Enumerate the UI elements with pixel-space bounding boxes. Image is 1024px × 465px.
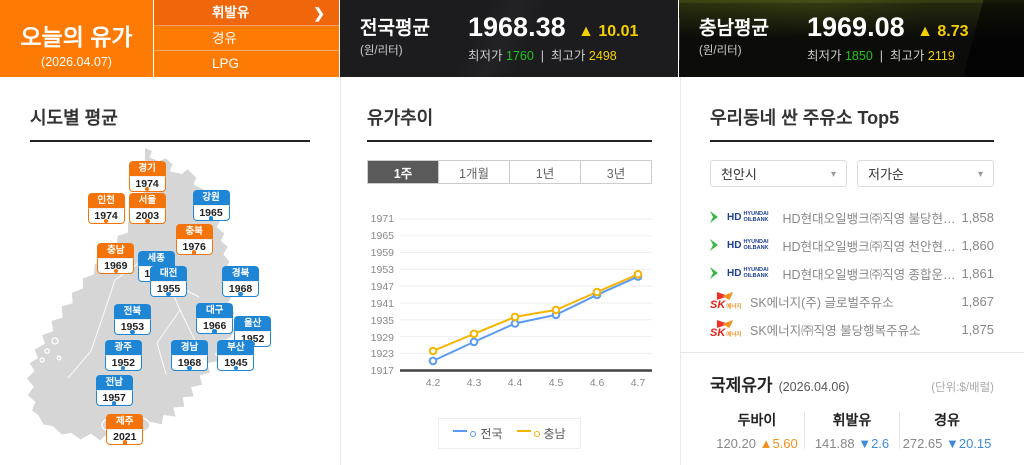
svg-text:1929: 1929 [371,332,395,344]
svg-text:1923: 1923 [371,348,395,360]
svg-text:4.6: 4.6 [590,377,605,389]
svg-text:1965: 1965 [371,230,395,242]
svg-text:1917: 1917 [371,365,395,377]
svg-text:1959: 1959 [371,247,395,259]
svg-text:4.7: 4.7 [631,377,646,389]
svg-text:4.5: 4.5 [549,377,564,389]
svg-text:1947: 1947 [371,281,395,293]
svg-text:1935: 1935 [371,315,395,327]
svg-text:1941: 1941 [371,298,395,310]
svg-text:4.2: 4.2 [426,377,441,389]
svg-text:4.3: 4.3 [467,377,482,389]
svg-text:4.4: 4.4 [508,377,523,389]
svg-text:1971: 1971 [371,214,395,225]
svg-text:1953: 1953 [371,264,395,276]
